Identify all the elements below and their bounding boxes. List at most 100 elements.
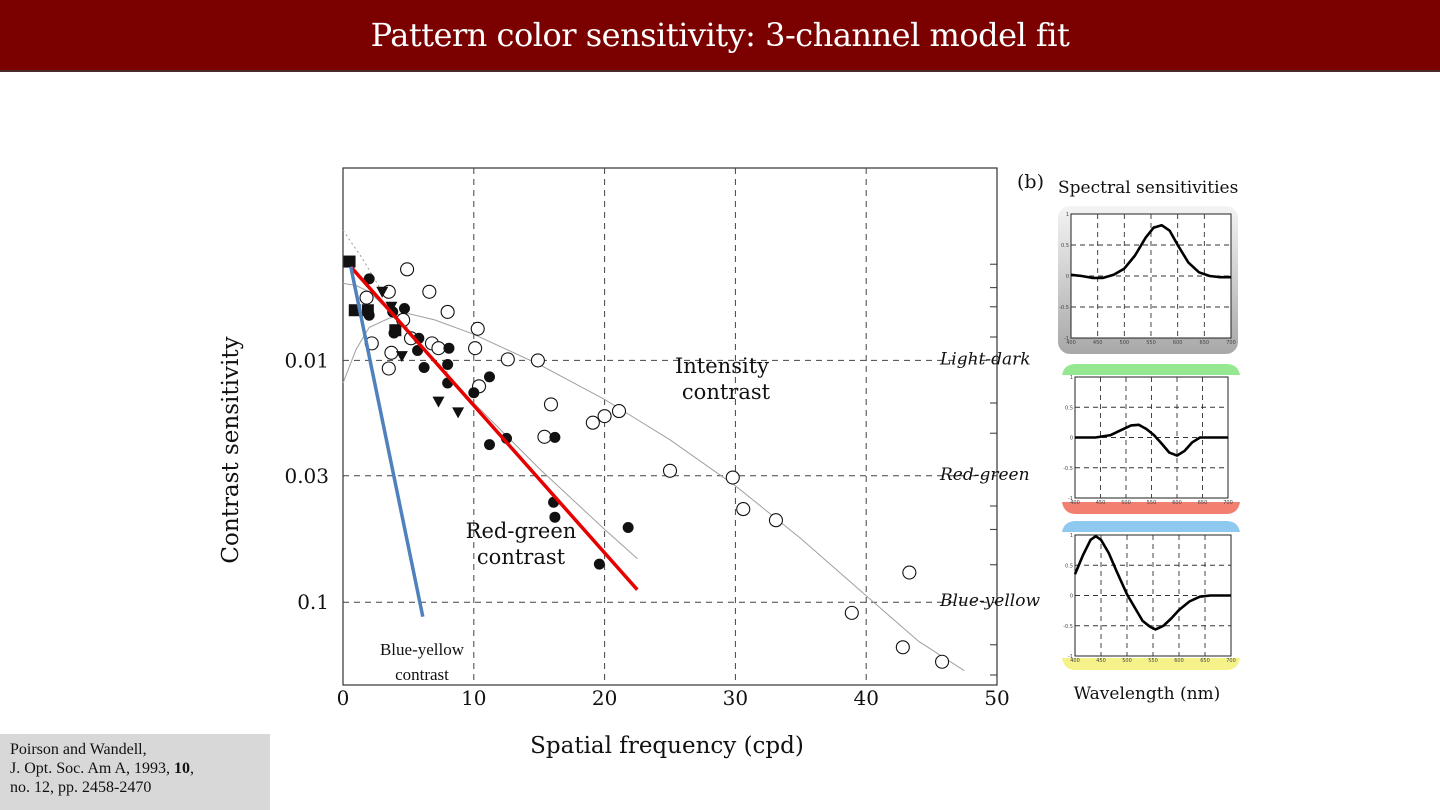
x-tick-label: 0 bbox=[337, 686, 350, 710]
y-tick-label: 0.1 bbox=[297, 590, 329, 614]
intensity-open-circle bbox=[422, 284, 437, 299]
spectral-y-tick: 0.5 bbox=[1065, 563, 1073, 569]
spectral-x-tick: 500 bbox=[1120, 340, 1130, 346]
spectral-x-tick: 700 bbox=[1223, 500, 1233, 506]
intensity-open-circle bbox=[470, 321, 485, 336]
intensity-open-circle bbox=[468, 341, 483, 356]
spectral-x-tick: 400 bbox=[1070, 658, 1080, 664]
spectral-y-tick: -1 bbox=[1068, 496, 1073, 502]
spectral-x-tick: 500 bbox=[1122, 658, 1132, 664]
x-tick-label: 30 bbox=[723, 686, 748, 710]
blueyellow-annotation-line2: contrast bbox=[395, 665, 449, 684]
y-tick-label: 0.01 bbox=[284, 348, 329, 372]
spectral-x-tick: 400 bbox=[1066, 340, 1076, 346]
intensity-open-circle bbox=[895, 640, 910, 655]
x-tick-label: 40 bbox=[853, 686, 878, 710]
plot-frame bbox=[342, 167, 998, 686]
blue-yellow-fit-line bbox=[349, 266, 425, 618]
intensity-annotation-line2: contrast bbox=[682, 380, 771, 404]
spectral-y-tick: 0 bbox=[1066, 274, 1069, 280]
y-tick-label: 0.03 bbox=[284, 464, 329, 488]
redgreen-filled-circle bbox=[483, 439, 495, 451]
spectral-title: Spectral sensitivities bbox=[1058, 178, 1238, 198]
blueyellow-filled-square bbox=[361, 304, 374, 317]
red-green-fit-line bbox=[349, 265, 639, 591]
intensity-open-circle bbox=[431, 341, 446, 356]
spectral-y-tick: -1 bbox=[1064, 336, 1069, 342]
spectral-curve-red-green bbox=[1075, 423, 1228, 457]
spectral-x-tick: 500 bbox=[1121, 500, 1131, 506]
spectral-y-tick: 0.5 bbox=[1061, 243, 1069, 249]
title-bar: Pattern color sensitivity: 3-channel mod… bbox=[0, 0, 1440, 72]
x-tick-label: 50 bbox=[984, 686, 1009, 710]
spectral-x-tick: 550 bbox=[1147, 500, 1157, 506]
intensity-open-circle bbox=[585, 415, 600, 430]
spectral-y-tick: 1 bbox=[1070, 375, 1073, 381]
redgreen-filled-circle bbox=[443, 342, 455, 354]
intensity-open-circle bbox=[359, 290, 374, 305]
intensity-open-circle bbox=[440, 304, 455, 319]
blueyellow-annotation-line1: Blue-yellow bbox=[380, 640, 465, 659]
spectral-y-tick: -0.5 bbox=[1063, 624, 1073, 630]
intensity-open-circle bbox=[500, 352, 515, 367]
spectral-y-tick: 1 bbox=[1070, 533, 1073, 539]
x-tick-label: 20 bbox=[592, 686, 617, 710]
intensity-annotation-line1: Intensity bbox=[675, 354, 769, 378]
redgreen-filled-circle bbox=[468, 387, 480, 399]
spectral-x-tick: 600 bbox=[1174, 658, 1184, 664]
spectral-curve-blue-yellow bbox=[1073, 534, 1231, 631]
blueyellow-filled-triangle bbox=[395, 351, 408, 363]
spectral-sensitivities-chart: (b) Spectral sensitivities Wavelength (nm)… bbox=[1017, 171, 1240, 704]
redgreen-filled-circle bbox=[549, 431, 561, 443]
blueyellow-filled-square bbox=[389, 324, 402, 337]
blueyellow-filled-square bbox=[343, 255, 356, 268]
intensity-open-circle bbox=[736, 502, 751, 517]
redgreen-filled-circle bbox=[442, 359, 454, 371]
redgreen-filled-circle bbox=[622, 522, 634, 534]
intensity-open-circle bbox=[935, 654, 950, 669]
redgreen-annotation-line2: contrast bbox=[477, 545, 566, 569]
intensity-open-circle bbox=[844, 605, 859, 620]
intensity-open-circle bbox=[400, 262, 415, 277]
citation-volume: 10 bbox=[174, 760, 191, 777]
blue-yellow-bottom-band bbox=[1062, 658, 1240, 670]
x-tick-label: 10 bbox=[461, 686, 486, 710]
intensity-open-circle bbox=[725, 470, 740, 485]
y-axis-label: Contrast sensitivity bbox=[218, 336, 244, 563]
channel-label-blue-yellow: Blue-yellow bbox=[939, 591, 1040, 611]
intensity-open-circle bbox=[530, 353, 545, 368]
spectral-x-tick: 550 bbox=[1148, 658, 1158, 664]
intensity-open-circle bbox=[537, 429, 552, 444]
spectral-y-tick: 0.5 bbox=[1065, 405, 1073, 411]
spectral-y-tick: 0 bbox=[1070, 594, 1073, 600]
channel-label-red-green: Red-green bbox=[939, 465, 1030, 485]
intensity-open-circle bbox=[768, 513, 783, 528]
channel-label-light-dark: Light-dark bbox=[939, 349, 1031, 369]
intensity-open-circle bbox=[384, 345, 399, 360]
spectral-x-tick: 450 bbox=[1093, 340, 1103, 346]
citation-box: Poirson and Wandell, J. Opt. Soc. Am A, … bbox=[0, 734, 270, 810]
spectral-y-tick: -1 bbox=[1068, 654, 1073, 660]
redgreen-filled-circle bbox=[363, 273, 375, 285]
citation-line-3: no. 12, pp. 2458-2470 bbox=[10, 779, 152, 796]
red-green-bottom-band bbox=[1062, 502, 1240, 514]
intensity-open-circle bbox=[597, 409, 612, 424]
spectral-y-tick: 1 bbox=[1066, 212, 1069, 218]
spectral-x-tick: 450 bbox=[1096, 658, 1106, 664]
intensity-open-circle bbox=[543, 397, 559, 412]
citation-journal: J. Opt. Soc. Am A, 1993, bbox=[10, 760, 175, 777]
spectral-x-tick: 600 bbox=[1173, 340, 1183, 346]
blueyellow-filled-triangle bbox=[452, 407, 465, 419]
slide-title: Pattern color sensitivity: 3-channel mod… bbox=[370, 16, 1070, 54]
redgreen-annotation-line1: Red-green bbox=[466, 519, 577, 543]
intensity-open-circle bbox=[662, 463, 678, 478]
spectral-x-tick: 700 bbox=[1226, 658, 1236, 664]
spectral-x-tick: 650 bbox=[1200, 340, 1210, 346]
intensity-open-circle bbox=[611, 404, 627, 419]
blueyellow-filled-triangle bbox=[432, 396, 445, 408]
spectral-y-tick: -0.5 bbox=[1063, 466, 1073, 472]
citation-line-2: J. Opt. Soc. Am A, 1993, 10, bbox=[10, 759, 260, 778]
wavelength-label: Wavelength (nm) bbox=[1074, 684, 1221, 704]
spectral-x-tick: 650 bbox=[1198, 500, 1208, 506]
